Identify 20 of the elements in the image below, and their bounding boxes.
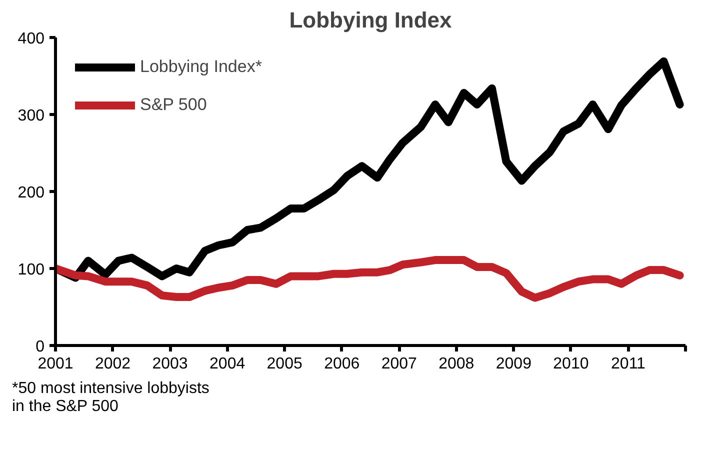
- x-tick-label: 2008: [438, 356, 474, 372]
- chart-title: Lobbying Index: [289, 8, 453, 32]
- x-tick-label: 2005: [266, 356, 302, 372]
- text: *50 most intensive lobbyists in the S&P 500: [12, 380, 210, 417]
- x-tick-label: 2010: [553, 356, 589, 372]
- x-tick-label: 2004: [210, 356, 246, 372]
- legend-label: Lobbying Index*: [140, 57, 262, 77]
- x-tick-label: 2006: [324, 356, 360, 372]
- y-tick-label: 200: [18, 184, 45, 202]
- x-tick-label: 2011: [611, 356, 646, 372]
- y-tick-label: 300: [18, 108, 45, 124]
- y-tick-label: 100: [18, 262, 45, 278]
- y-tick-label: 0: [36, 338, 45, 356]
- x-tick-label: 2001: [38, 356, 74, 372]
- x-tick-label: 2003: [152, 356, 188, 372]
- x-tick-label: 2009: [496, 356, 532, 372]
- y-tick-label: 400: [18, 30, 45, 48]
- legend-label: S&P 500: [140, 95, 207, 115]
- x-tick-label: 2002: [94, 356, 131, 372]
- x-tick-label: 2007: [381, 356, 418, 372]
